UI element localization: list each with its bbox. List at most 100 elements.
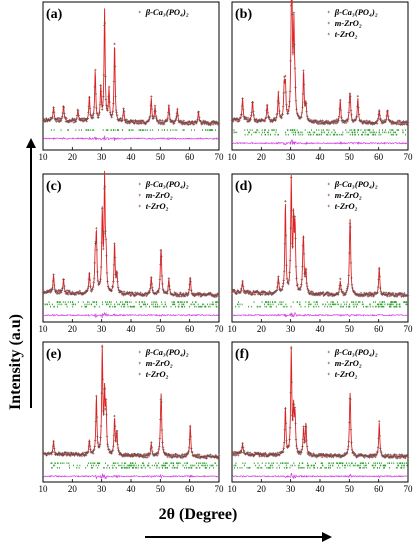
- bragg-tick: [129, 129, 131, 131]
- observed-point: [147, 117, 151, 121]
- observed-point: [265, 109, 268, 112]
- bragg-tick: [156, 467, 158, 469]
- bragg-ticks-3: [50, 305, 218, 308]
- x-tick-label: 20: [68, 324, 78, 334]
- observed-point: [384, 291, 388, 295]
- observed-point: [88, 440, 91, 443]
- bragg-tick: [138, 303, 140, 306]
- observed-point: [325, 455, 329, 459]
- bragg-tick: [369, 303, 371, 306]
- x-tick-label: 50: [156, 152, 166, 162]
- observed-point: [231, 120, 235, 123]
- bragg-tick: [141, 305, 142, 308]
- observed-point: [108, 100, 111, 104]
- bragg-tick: [128, 464, 130, 467]
- bragg-tick: [247, 133, 249, 136]
- observed-point: [126, 290, 129, 294]
- bragg-tick: [104, 462, 106, 464]
- bragg-tick: [211, 129, 213, 131]
- bragg-tick: [215, 301, 216, 303]
- bragg-tick: [181, 305, 183, 308]
- observed-point: [203, 292, 207, 296]
- observed-point: [318, 122, 322, 126]
- observed-point: [91, 450, 94, 454]
- bragg-tick: [154, 464, 155, 467]
- bragg-tick: [236, 467, 238, 469]
- bragg-tick: [175, 305, 177, 308]
- bragg-tick: [390, 133, 392, 136]
- bragg-tick: [388, 131, 390, 134]
- bragg-tick: [124, 303, 126, 306]
- observed-point: [106, 285, 110, 288]
- bragg-tick: [308, 301, 310, 303]
- bragg-tick: [70, 301, 71, 303]
- observed-point: [399, 456, 403, 459]
- bragg-tick: [68, 462, 70, 464]
- observed-point: [259, 452, 262, 455]
- bragg-tick: [391, 462, 393, 464]
- x-tick-label: 50: [345, 152, 355, 162]
- bragg-tick: [87, 301, 88, 303]
- observed-point: [295, 444, 298, 448]
- bragg-tick: [72, 305, 74, 308]
- bragg-tick: [363, 464, 365, 467]
- bragg-tick: [380, 303, 382, 306]
- observed-point: [150, 441, 153, 444]
- bragg-tick: [105, 303, 107, 306]
- observed-point: [398, 119, 402, 123]
- legend-marker: [327, 21, 330, 25]
- bragg-tick: [345, 305, 347, 308]
- bragg-tick: [244, 129, 246, 131]
- bragg-tick: [405, 462, 407, 464]
- observed-point: [239, 116, 242, 120]
- x-tick-label: 40: [316, 324, 326, 334]
- bragg-tick: [138, 301, 140, 303]
- x-tick-label: 10: [39, 484, 49, 494]
- observed-point: [168, 284, 171, 288]
- bragg-tick: [342, 133, 344, 136]
- bragg-tick: [194, 129, 196, 131]
- observed-point: [400, 295, 403, 298]
- bragg-tick: [64, 301, 66, 303]
- observed-point: [300, 116, 303, 119]
- observed-point: [161, 445, 165, 449]
- observed-point: [349, 225, 352, 229]
- bragg-tick: [317, 467, 318, 469]
- bragg-tick: [339, 305, 341, 308]
- bragg-ticks-3: [244, 133, 407, 136]
- bragg-tick: [110, 129, 112, 131]
- observed-point: [60, 117, 63, 120]
- bragg-tick: [402, 462, 404, 464]
- bragg-tick: [94, 462, 96, 464]
- observed-point: [110, 289, 113, 293]
- observed-point: [350, 441, 353, 444]
- bragg-tick: [363, 131, 365, 134]
- bragg-tick: [321, 131, 323, 134]
- observed-point: [106, 442, 109, 446]
- observed-point: [295, 447, 299, 450]
- panel-label: (d): [235, 179, 252, 194]
- observed-pattern-points: [230, 4, 410, 126]
- bragg-tick: [235, 462, 237, 464]
- observed-point: [151, 114, 154, 118]
- bragg-tick: [400, 462, 402, 464]
- bragg-tick: [138, 129, 140, 131]
- bragg-tick: [138, 464, 139, 467]
- observed-point: [117, 446, 120, 450]
- bragg-tick: [171, 462, 173, 464]
- observed-point: [318, 120, 321, 124]
- bragg-tick: [381, 305, 383, 308]
- bragg-tick: [161, 303, 163, 306]
- bragg-tick: [96, 303, 98, 306]
- x-tick-label: 30: [286, 324, 296, 334]
- observed-point: [251, 101, 254, 104]
- bragg-tick: [173, 462, 175, 464]
- observed-point: [252, 110, 255, 113]
- bragg-tick: [403, 301, 405, 303]
- observed-point: [380, 451, 383, 455]
- bragg-ticks-1: [235, 462, 407, 464]
- bragg-tick: [72, 301, 74, 303]
- observed-point: [288, 438, 291, 441]
- bragg-tick: [382, 464, 384, 467]
- observed-point: [106, 280, 109, 283]
